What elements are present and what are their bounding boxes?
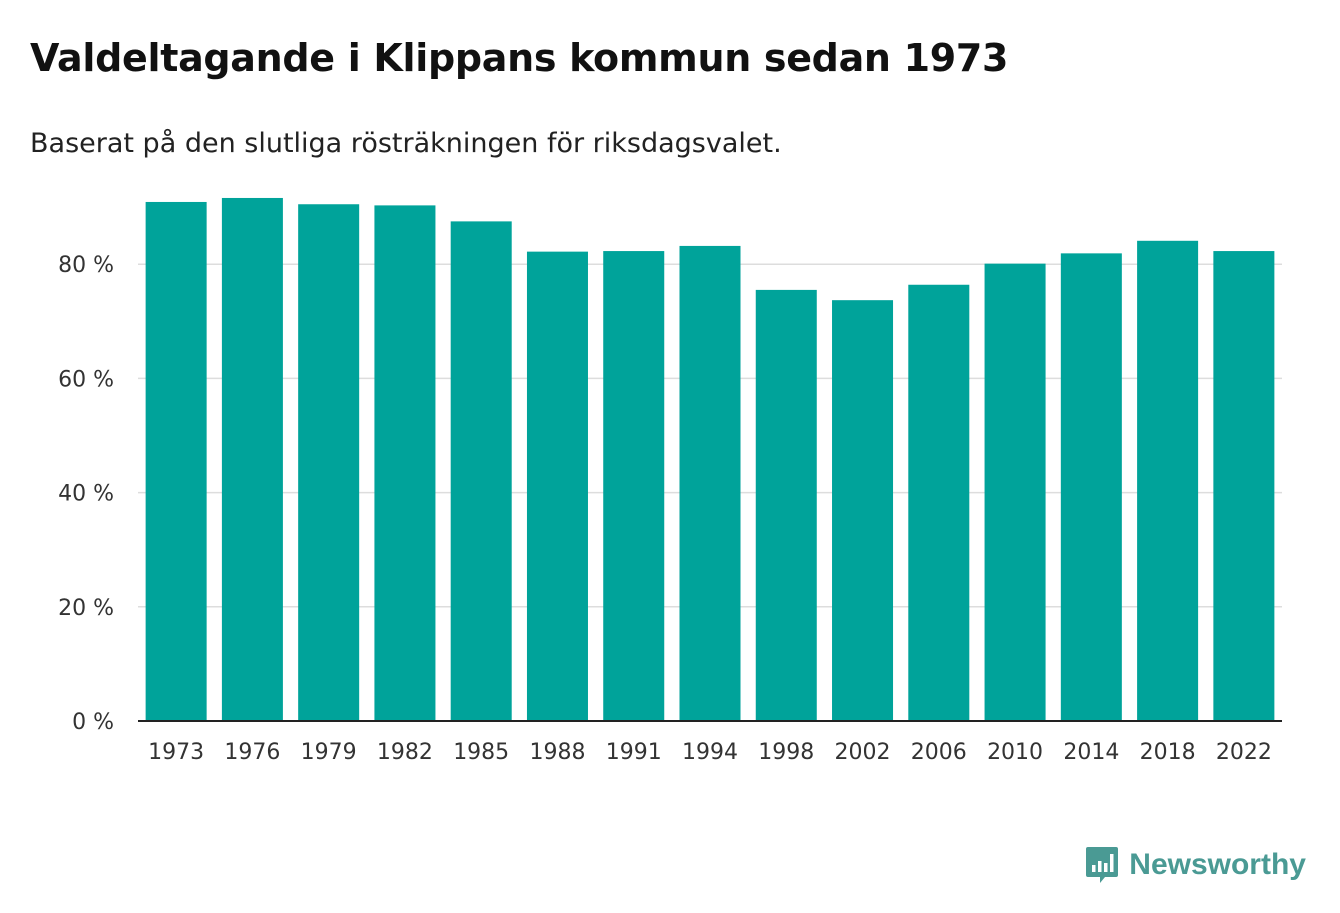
x-tick-label: 2018 [1140,740,1196,765]
bar-1998 [755,289,817,721]
x-tick-label: 1985 [453,740,509,765]
bar-1973 [145,201,207,721]
x-tick-label: 2022 [1216,740,1272,765]
brand-name: Newsworthy [1129,848,1306,881]
x-tick-label: 1994 [682,740,738,765]
brand-logo: Newsworthy [1085,845,1306,885]
x-tick-label: 2006 [911,740,967,765]
bar-2002 [832,300,894,721]
chart-subtitle: Baserat på den slutliga rösträkningen fö… [30,128,782,159]
bars [145,197,1275,722]
chart-title: Valdeltagande i Klippans kommun sedan 19… [30,36,1009,80]
y-tick-label: 60 % [58,367,114,392]
bar-1979 [298,204,360,721]
x-tick-label: 1979 [301,740,357,765]
x-tick-label: 1998 [758,740,814,765]
x-tick-label: 1976 [224,740,280,765]
bar-2014 [1060,253,1122,721]
x-tick-label: 2014 [1063,740,1119,765]
bar-2018 [1137,240,1199,721]
newsworthy-logo-icon [1086,847,1119,883]
y-tick-label: 40 % [58,482,114,507]
bar-1982 [374,205,436,722]
x-tick-label: 1982 [377,740,433,765]
y-tick-label: 80 % [58,253,114,278]
bar-1976 [221,197,283,722]
x-tick-label: 2002 [835,740,891,765]
bar-1985 [450,221,512,721]
y-tick-label: 0 % [72,710,114,735]
axes: 0 % 20 % 40 % 60 % 80 % 1973 1976 1979 1982 1985 1… [58,253,1282,765]
bar-2006 [908,284,970,721]
bar-2010 [984,263,1046,721]
bar-1994 [679,245,741,722]
x-tick-label: 1973 [148,740,204,765]
y-tick-label: 20 % [58,596,114,621]
bar-1988 [526,251,588,721]
bar-2022 [1213,251,1275,721]
x-tick-label: 1991 [606,740,662,765]
x-tick-label: 2010 [987,740,1043,765]
x-tick-label: 1988 [529,740,585,765]
bar-1991 [603,251,665,721]
